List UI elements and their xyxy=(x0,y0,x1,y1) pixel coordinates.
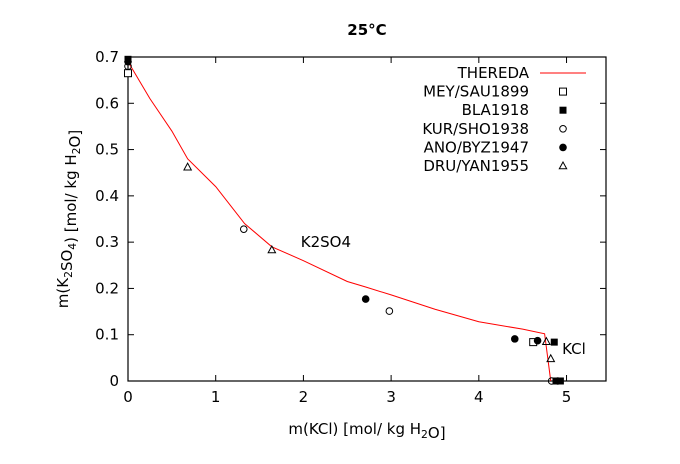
legend-marker xyxy=(558,160,568,170)
data-point xyxy=(124,57,132,66)
legend-marker xyxy=(559,125,567,133)
data-point xyxy=(385,307,394,315)
y-axis-label: m(K2SO4) [mol/ kg H2O] xyxy=(54,130,84,308)
y-tick-label: 0.7 xyxy=(95,48,119,66)
legend-label: THEREDA xyxy=(457,64,530,82)
data-point xyxy=(541,336,551,345)
series-kur-sho1938: KUR/SHO1938 xyxy=(124,62,567,385)
y-tick-label: 0.5 xyxy=(95,141,119,159)
legend-label: KUR/SHO1938 xyxy=(422,120,529,138)
x-tick-label: 0 xyxy=(123,388,133,406)
y-tick-label: 0.1 xyxy=(95,326,119,344)
y-tick-label: 0.2 xyxy=(95,279,119,297)
legend-label: MEY/SAU1899 xyxy=(423,83,529,101)
legend-marker xyxy=(559,106,567,114)
y-tick-label: 0.4 xyxy=(95,187,119,205)
legend-label: BLA1918 xyxy=(462,101,529,119)
annotation-label: KCl xyxy=(562,340,586,358)
series-mey-sau1899: MEY/SAU1899 xyxy=(124,69,567,347)
legend-marker xyxy=(559,143,567,152)
legend-marker xyxy=(559,87,567,96)
data-point xyxy=(239,225,248,233)
data-point xyxy=(124,69,132,78)
annotation-label: K2SO4 xyxy=(301,233,351,251)
x-tick-label: 3 xyxy=(386,388,396,406)
data-point xyxy=(510,335,519,343)
y-tick-label: 0 xyxy=(109,372,119,390)
x-tick-label: 5 xyxy=(562,388,572,406)
series-thereda: THEREDA xyxy=(127,61,586,382)
data-point xyxy=(553,377,562,385)
series-bla1918: BLA1918 xyxy=(124,55,567,385)
y-tick-label: 0.3 xyxy=(95,233,119,251)
y-tick-label: 0.6 xyxy=(95,94,119,112)
series-dru-yan1955: DRU/YAN1955 xyxy=(183,157,568,363)
data-point xyxy=(550,338,558,346)
data-point xyxy=(533,336,542,345)
series-line xyxy=(127,61,552,382)
data-point xyxy=(361,295,370,303)
chart-title: 25°C xyxy=(347,21,386,39)
series-ano-byz1947: ANO/BYZ1947 xyxy=(124,57,567,385)
x-axis-label: m(KCl) [mol/ kg H2O] xyxy=(288,420,445,442)
x-tick-label: 2 xyxy=(299,388,309,406)
x-tick-label: 1 xyxy=(211,388,221,406)
x-tick-label: 4 xyxy=(474,388,484,406)
data-point xyxy=(546,353,556,363)
data-point xyxy=(183,162,193,171)
legend-label: ANO/BYZ1947 xyxy=(424,138,529,156)
data-point xyxy=(267,244,277,254)
legend-label: DRU/YAN1955 xyxy=(423,157,529,175)
plot-frame xyxy=(127,56,607,382)
